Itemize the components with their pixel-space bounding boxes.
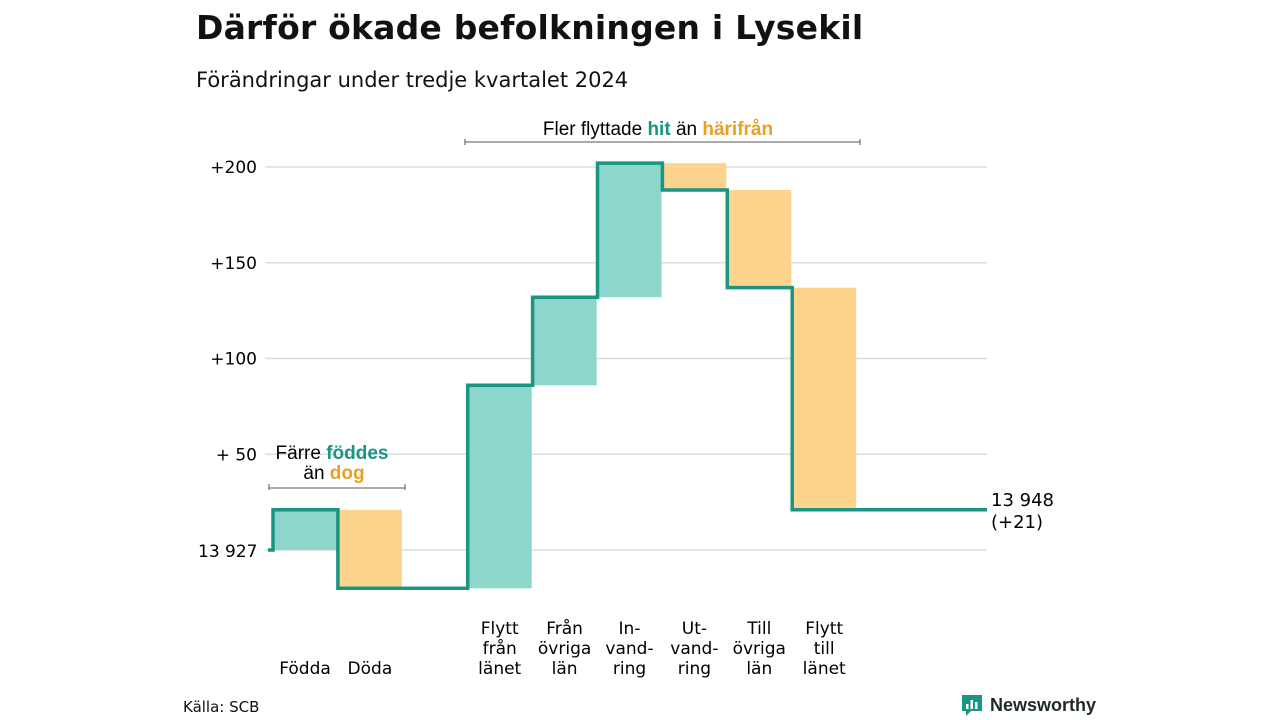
category-label: Ut-: [682, 619, 707, 639]
category-label: län: [552, 659, 578, 679]
category-label: övriga: [733, 639, 786, 659]
category-label: länet: [803, 659, 846, 679]
source-note: Källa: SCB: [183, 698, 260, 716]
bar-från-övriga-län: [532, 297, 597, 386]
chart-subtitle: Förändringar under tredje kvartalet 2024: [196, 68, 629, 92]
category-label: In-: [619, 619, 641, 639]
births-deaths-annotation-line2: än dog: [303, 463, 364, 484]
bar-flytt-från-länet: [467, 385, 532, 589]
bar-flytt-till-länet: [792, 287, 857, 510]
category-label: ring: [613, 659, 646, 679]
category-label: Från: [546, 618, 583, 639]
bar-chart-speech-icon: [962, 695, 982, 716]
chart-title: Därför ökade befolkningen i Lysekil: [196, 8, 864, 47]
cumulative-step-line: [268, 161, 987, 591]
end-value-label: 13 948: [991, 490, 1054, 511]
brand-logo[interactable]: Newsworthy: [960, 693, 1096, 717]
category-label: Till: [746, 619, 771, 639]
category-label: Döda: [348, 659, 393, 679]
bar-födda: [273, 509, 337, 550]
brand-name: Newsworthy: [990, 694, 1097, 715]
y-tick-label: +150: [210, 254, 257, 274]
migration-annotation: Fler flyttade hit än härifrån: [543, 119, 773, 140]
category-label: Födda: [279, 659, 331, 679]
bar-in--vand--ring: [597, 163, 662, 298]
migration-bracket: [464, 139, 861, 145]
end-change-label: (+21): [991, 512, 1043, 533]
category-label: Flytt: [805, 619, 843, 639]
category-label: från: [483, 638, 517, 659]
category-label: Flytt: [481, 619, 519, 639]
category-label: vand-: [670, 639, 718, 659]
category-label: länet: [478, 659, 521, 679]
bar-döda: [337, 509, 402, 589]
bar-till-övriga-län: [727, 189, 792, 288]
y-tick-label: + 50: [216, 445, 257, 465]
category-label: län: [746, 659, 772, 679]
bar-ut--vand--ring: [662, 163, 727, 190]
category-label: ring: [678, 659, 711, 679]
category-label: övriga: [538, 639, 591, 659]
y-axis-ticks: + 50 +100 +150 +200: [210, 158, 257, 465]
births-deaths-annotation-line1: Färre föddes: [276, 443, 389, 464]
start-value-label: 13 927: [198, 542, 257, 562]
category-label: vand-: [605, 639, 653, 659]
births-deaths-bracket: [268, 484, 406, 490]
step-line: [268, 161, 987, 591]
y-tick-label: +100: [210, 350, 257, 370]
category-labels: Födda DödaFlyttfrånlänetFrånövrigalänIn-v…: [279, 618, 846, 679]
category-label: till: [814, 639, 835, 659]
bars: [273, 163, 857, 589]
y-tick-label: +200: [210, 158, 257, 178]
